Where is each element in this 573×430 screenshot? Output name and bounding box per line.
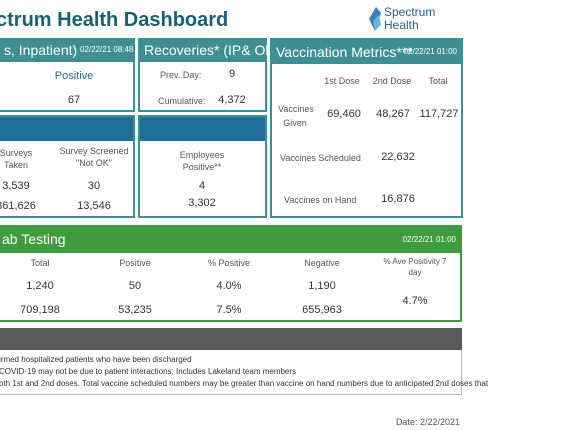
inpatient-title: s, Inpatient) bbox=[4, 42, 78, 58]
lab-col-positive: Positive bbox=[119, 258, 151, 268]
col-total: Total bbox=[428, 76, 448, 86]
lab-row2-total: 709,198 bbox=[20, 304, 60, 316]
cumulative-value: 4,372 bbox=[218, 94, 246, 106]
lab-row1-pct: 4.0% bbox=[216, 280, 242, 292]
lab-row2-positive: 53,235 bbox=[118, 304, 152, 316]
vaccination-date: 02/22/21 01:00 bbox=[403, 47, 457, 56]
lab-ave-positivity-value: 4.7% bbox=[402, 295, 428, 307]
col-2nd-dose: 2nd Dose bbox=[372, 76, 412, 86]
employees-panel: Employees Positive** 4 3,302 bbox=[138, 115, 267, 218]
lab-col-ave-positivity: % Ave Positivity 7 day bbox=[383, 257, 447, 277]
recoveries-header: Recoveries* (IP& Obs) bbox=[140, 40, 285, 62]
positive-label: Positive bbox=[54, 70, 94, 82]
cumulative-label: Cumulative: bbox=[158, 96, 206, 106]
logo-line2: Health bbox=[384, 18, 419, 32]
vaccines-on-hand-value: 16,876 bbox=[381, 193, 415, 205]
positive-value: 67 bbox=[67, 94, 81, 106]
vaccination-title: Vaccination Metrics*** bbox=[276, 44, 413, 60]
prev-day-label: Prev. Day: bbox=[160, 70, 202, 80]
survey-panel: Surveys Taken Survey Screened "Not OK" 3… bbox=[0, 115, 135, 218]
employees-positive-label: Employees Positive** bbox=[179, 150, 225, 172]
col-1st-dose: 1st Dose bbox=[324, 76, 360, 86]
lab-col-total: Total bbox=[30, 258, 50, 268]
employees-row2: 3,302 bbox=[188, 197, 216, 209]
surveys-screened-label: Survey Screened "Not OK" bbox=[59, 146, 129, 168]
surveys-taken-row1: 3,539 bbox=[2, 180, 30, 192]
footnote-1: irmed hospitalized patients who have bee… bbox=[0, 355, 192, 364]
employees-row1: 4 bbox=[198, 180, 206, 192]
vaccination-panel: Vaccination Metrics*** 02/22/21 01:00 1s… bbox=[270, 38, 463, 218]
vaccines-on-hand-label: Vaccines on Hand bbox=[284, 195, 357, 205]
given-total-value: 117,727 bbox=[419, 108, 459, 120]
spectrum-logo-text: Spectrum Health bbox=[384, 6, 435, 32]
lab-row2-negative: 655,963 bbox=[302, 304, 342, 316]
logo-line1: Spectrum bbox=[384, 5, 436, 19]
surveys-taken-row2: 861,626 bbox=[0, 200, 36, 212]
employees-header bbox=[140, 117, 265, 141]
vaccines-scheduled-value: 22,632 bbox=[381, 151, 415, 163]
inpatient-date: 02/22/21 08:48 bbox=[80, 45, 134, 54]
prev-day-value: 9 bbox=[228, 68, 236, 80]
lab-row1-total: 1,240 bbox=[26, 280, 54, 292]
lab-testing-title: ab Testing bbox=[2, 231, 66, 247]
spectrum-logo-icon bbox=[369, 7, 381, 31]
inpatient-header: s, Inpatient) bbox=[0, 40, 133, 62]
vaccines-scheduled-label: Vaccines Scheduled bbox=[280, 153, 361, 163]
lab-col-pct-positive: % Positive bbox=[207, 258, 251, 268]
lab-testing-header: ab Testing 02/22/21 01:00 bbox=[0, 227, 460, 253]
vaccination-header: Vaccination Metrics*** 02/22/21 01:00 bbox=[272, 40, 461, 64]
footnote-2: COVID-19 may not be due to patient inter… bbox=[0, 367, 297, 376]
vaccines-given-label: Vaccines Given bbox=[278, 104, 314, 128]
footnotes-panel: irmed hospitalized patients who have bee… bbox=[0, 350, 488, 395]
dashboard-title: ctrum Health Dashboard bbox=[0, 9, 229, 31]
lab-testing-date: 02/22/21 01:00 bbox=[402, 235, 456, 244]
survey-header bbox=[0, 117, 133, 141]
surveys-screened-row2: 13,546 bbox=[77, 200, 111, 212]
inpatient-panel: s, Inpatient) Positive 67 bbox=[0, 38, 135, 112]
lab-row2-pct: 7.5% bbox=[216, 304, 242, 316]
given-1st-value: 69,460 bbox=[327, 108, 361, 120]
surveys-screened-row1: 30 bbox=[87, 180, 101, 192]
surveys-taken-label: Surveys Taken bbox=[0, 148, 33, 170]
report-date: Date: 2/22/2021 bbox=[395, 417, 460, 427]
lab-testing-panel: ab Testing 02/22/21 01:00 Total Positive… bbox=[0, 225, 462, 322]
footnote-3: oth 1st and 2nd doses. Total vaccine sch… bbox=[0, 379, 489, 388]
lab-row1-negative: 1,190 bbox=[308, 280, 336, 292]
recoveries-panel: Recoveries* (IP& Obs) Prev. Day: 9 Cumul… bbox=[138, 38, 285, 112]
footnotes-header bbox=[0, 328, 462, 350]
given-2nd-value: 48,267 bbox=[376, 108, 410, 120]
recoveries-title: Recoveries* (IP& Obs) bbox=[144, 42, 285, 58]
lab-row1-positive: 50 bbox=[128, 280, 142, 292]
lab-col-negative: Negative bbox=[304, 258, 340, 268]
